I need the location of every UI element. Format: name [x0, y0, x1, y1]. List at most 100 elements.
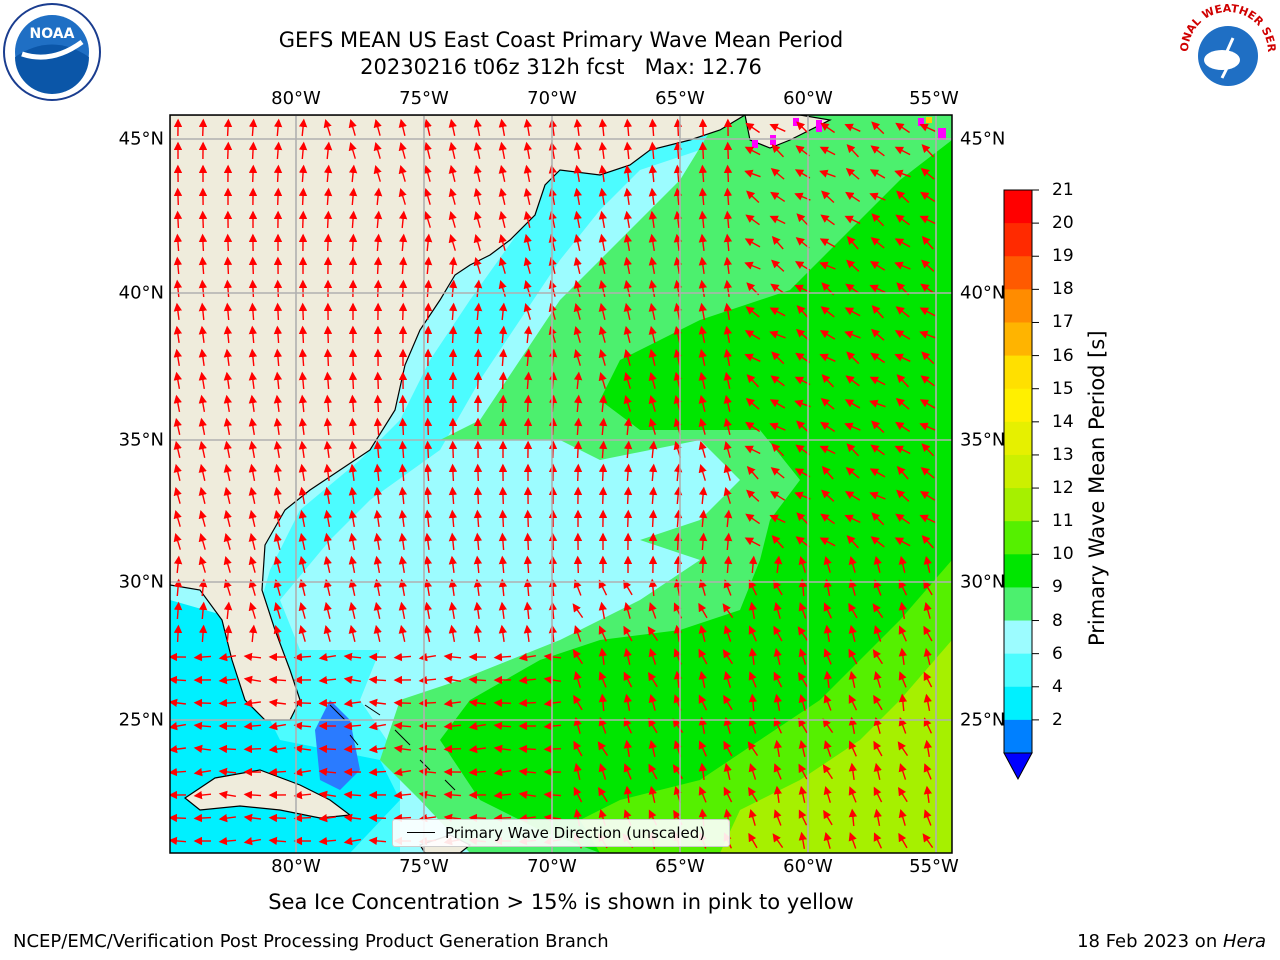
wave-arrow [173, 256, 183, 275]
wave-arrow [473, 233, 482, 251]
wave-arrow [898, 601, 907, 620]
wave-arrow [772, 833, 784, 849]
wave-arrow [819, 146, 836, 156]
wave-arrow [921, 351, 935, 365]
colorbar-underflow [1003, 752, 1033, 781]
wave-arrow [170, 722, 187, 731]
wave-arrow [748, 787, 758, 803]
lat-label-left: 30°N [118, 571, 164, 593]
wave-arrow [844, 215, 861, 225]
wave-arrow [223, 118, 233, 137]
wave-arrow [443, 813, 461, 823]
wave-arrow [348, 371, 358, 390]
wave-arrow [243, 744, 262, 754]
wave-arrow [744, 330, 761, 340]
wave-arrow [170, 698, 186, 708]
wave-arrow [248, 302, 258, 321]
wave-arrow [523, 233, 532, 251]
wave-arrow [498, 256, 507, 274]
wave-arrow [723, 394, 732, 412]
wave-arrow [523, 302, 532, 320]
wave-arrow [173, 532, 182, 550]
wave-arrow [298, 509, 307, 528]
wave-arrow [623, 233, 632, 252]
wave-arrow [173, 348, 182, 367]
wave-arrow [473, 164, 482, 182]
wave-arrow [773, 785, 783, 803]
wave-arrow [423, 509, 433, 528]
wave-arrow [672, 764, 683, 780]
wave-arrow [673, 532, 683, 551]
wave-arrow [773, 625, 783, 642]
wave-arrow [223, 417, 232, 436]
wave-arrow [323, 118, 332, 136]
wave-arrow [770, 375, 785, 387]
wave-arrow [473, 256, 482, 274]
wave-arrow [648, 394, 657, 412]
wave-arrow [698, 602, 708, 619]
wave-arrow [298, 463, 307, 482]
wave-arrow [773, 739, 782, 758]
wave-arrow [373, 555, 382, 574]
wave-arrow [598, 279, 607, 297]
wave-arrow [368, 744, 386, 754]
wave-arrow [723, 579, 732, 596]
wave-arrow [223, 463, 232, 481]
wave-arrow [473, 532, 483, 551]
wave-arrow [348, 440, 358, 459]
wave-arrow [573, 463, 583, 482]
wave-arrow [473, 279, 483, 298]
wave-arrow [218, 767, 237, 777]
wave-arrow [648, 672, 658, 688]
wave-arrow [623, 371, 632, 389]
wave-arrow [673, 624, 682, 643]
wave-arrow [673, 233, 683, 251]
wave-arrow [573, 279, 582, 297]
wave-arrow [418, 653, 437, 662]
wave-arrow [698, 670, 707, 688]
wave-arrow [398, 463, 408, 482]
wave-arrow [894, 537, 911, 547]
colorbar-frame [1003, 189, 1033, 754]
colorbar-tick-label: 11 [1052, 511, 1074, 532]
wave-arrow [821, 190, 835, 204]
wave-arrow [423, 164, 432, 182]
wave-arrow [848, 648, 858, 665]
wave-arrow [423, 532, 433, 550]
wave-arrow [769, 215, 786, 225]
wave-arrow [923, 647, 932, 665]
wave-arrow [623, 348, 632, 366]
wave-arrow [823, 648, 832, 665]
wave-arrow [769, 307, 786, 317]
wave-arrow [373, 210, 383, 229]
wave-arrow [623, 717, 633, 734]
wave-arrow [823, 555, 832, 573]
wave-arrow [723, 740, 733, 757]
wave-arrow [523, 118, 532, 137]
wave-arrow [423, 302, 433, 321]
wave-arrow [844, 514, 861, 524]
wave-arrow [798, 785, 807, 803]
wave-arrow [673, 302, 682, 321]
wave-arrow [722, 649, 733, 665]
lon-label-top: 55°W [909, 88, 959, 109]
wave-arrow [198, 440, 207, 458]
wave-arrow [748, 717, 757, 734]
wave-arrow [218, 813, 236, 823]
colorbar-segment [1004, 388, 1032, 423]
wave-arrow [293, 768, 312, 777]
wave-arrow [473, 601, 483, 619]
wave-arrow [373, 532, 382, 551]
footer-date: 18 Feb 2023 on Hera [1077, 931, 1266, 952]
wave-arrow [648, 486, 658, 505]
wave-arrow [897, 741, 909, 756]
wave-arrow [673, 141, 683, 160]
wave-arrow [423, 141, 432, 159]
wave-arrow [723, 348, 732, 367]
wave-arrow [498, 279, 507, 297]
wave-arrow [798, 809, 808, 826]
wave-arrow [248, 532, 257, 550]
wave-arrow [573, 302, 582, 320]
wave-arrow [573, 233, 582, 251]
wave-arrow [895, 513, 911, 525]
